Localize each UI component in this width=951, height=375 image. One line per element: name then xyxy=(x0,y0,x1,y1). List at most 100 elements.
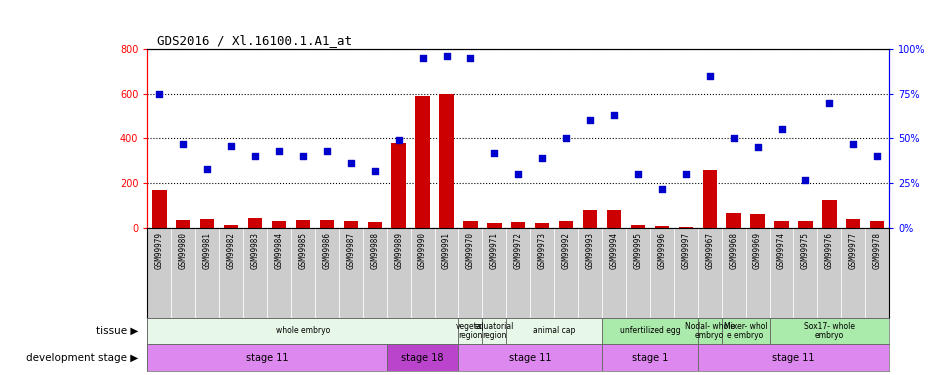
Text: GSM99997: GSM99997 xyxy=(681,232,690,269)
Bar xyxy=(674,228,698,318)
Point xyxy=(511,171,526,177)
Text: stage 11: stage 11 xyxy=(245,353,288,363)
Text: GSM99986: GSM99986 xyxy=(322,232,331,269)
Text: GSM99983: GSM99983 xyxy=(250,232,260,269)
Text: GSM99993: GSM99993 xyxy=(586,232,594,269)
Text: GSM99991: GSM99991 xyxy=(442,232,451,269)
Text: GSM99981: GSM99981 xyxy=(203,232,212,269)
Text: stage 18: stage 18 xyxy=(401,353,444,363)
Bar xyxy=(703,170,717,228)
Text: GSM99978: GSM99978 xyxy=(873,232,882,269)
Text: development stage ▶: development stage ▶ xyxy=(26,353,138,363)
Point xyxy=(247,153,262,159)
Text: GSM99968: GSM99968 xyxy=(729,232,738,269)
Text: Mixer- whol
e embryo: Mixer- whol e embryo xyxy=(724,322,767,340)
Bar xyxy=(482,228,506,318)
Bar xyxy=(607,210,621,228)
Bar xyxy=(320,220,334,228)
Bar xyxy=(602,318,698,344)
Text: vegetal
region: vegetal region xyxy=(456,322,485,340)
Point xyxy=(607,112,622,118)
Bar xyxy=(698,228,722,318)
Text: GSM99995: GSM99995 xyxy=(633,232,643,269)
Bar xyxy=(458,318,482,344)
Point xyxy=(271,148,286,154)
Point xyxy=(558,135,573,141)
Point xyxy=(152,90,167,96)
Bar xyxy=(559,221,573,228)
Bar xyxy=(243,228,267,318)
Bar xyxy=(626,228,650,318)
Bar xyxy=(439,93,454,228)
Bar xyxy=(315,228,339,318)
Point xyxy=(678,171,693,177)
Point xyxy=(631,171,646,177)
Text: stage 1: stage 1 xyxy=(631,353,669,363)
Bar xyxy=(727,213,741,228)
Text: GSM99976: GSM99976 xyxy=(825,232,834,269)
Bar xyxy=(511,222,526,228)
Text: whole embryo: whole embryo xyxy=(276,326,330,335)
Text: GSM99979: GSM99979 xyxy=(155,232,164,269)
Bar xyxy=(774,221,788,228)
Bar xyxy=(411,228,435,318)
Bar xyxy=(793,228,818,318)
Text: GSM99972: GSM99972 xyxy=(514,232,523,269)
Bar xyxy=(339,228,362,318)
Bar xyxy=(650,228,674,318)
Bar xyxy=(296,220,310,228)
Bar xyxy=(291,228,315,318)
Point xyxy=(845,141,861,147)
Point xyxy=(415,55,430,61)
Point xyxy=(582,117,597,123)
Text: stage 11: stage 11 xyxy=(509,353,552,363)
Text: GSM99988: GSM99988 xyxy=(370,232,379,269)
Point xyxy=(726,135,741,141)
Text: GSM99984: GSM99984 xyxy=(275,232,283,269)
Bar xyxy=(506,318,602,344)
Bar xyxy=(798,221,812,228)
Text: equatorial
region: equatorial region xyxy=(475,322,514,340)
Text: GSM99994: GSM99994 xyxy=(610,232,618,269)
Bar xyxy=(583,210,597,228)
Point xyxy=(750,144,766,150)
Bar xyxy=(362,228,387,318)
Text: GSM99975: GSM99975 xyxy=(801,232,810,269)
Text: GDS2016 / Xl.16100.1.A1_at: GDS2016 / Xl.16100.1.A1_at xyxy=(157,34,352,47)
Text: animal cap: animal cap xyxy=(533,326,575,335)
Point xyxy=(176,141,191,147)
Text: GSM99985: GSM99985 xyxy=(299,232,307,269)
Text: Nodal- whole
embryо: Nodal- whole embryо xyxy=(685,322,735,340)
Text: GSM99967: GSM99967 xyxy=(706,232,714,269)
Point xyxy=(654,186,670,192)
Text: GSM99971: GSM99971 xyxy=(490,232,499,269)
Point xyxy=(487,150,502,156)
Text: tissue ▶: tissue ▶ xyxy=(95,326,138,336)
Text: GSM99992: GSM99992 xyxy=(562,232,571,269)
Point xyxy=(439,53,455,59)
Bar xyxy=(818,228,842,318)
Text: GSM99982: GSM99982 xyxy=(226,232,236,269)
Point xyxy=(296,153,311,159)
Bar xyxy=(387,344,458,371)
Bar xyxy=(200,219,214,228)
Bar xyxy=(531,228,554,318)
Text: GSM99977: GSM99977 xyxy=(849,232,858,269)
Bar xyxy=(823,200,837,228)
Text: stage 11: stage 11 xyxy=(772,353,815,363)
Bar xyxy=(392,143,406,228)
Bar xyxy=(722,228,746,318)
Bar xyxy=(865,228,889,318)
Bar xyxy=(631,225,645,228)
Bar xyxy=(176,220,190,228)
Point xyxy=(223,142,239,148)
Bar xyxy=(679,227,693,228)
Point xyxy=(534,155,550,161)
Bar xyxy=(554,228,578,318)
Bar xyxy=(272,221,286,228)
Text: GSM99970: GSM99970 xyxy=(466,232,475,269)
Bar xyxy=(416,96,430,228)
Bar xyxy=(769,318,889,344)
Bar xyxy=(224,225,239,228)
Text: GSM99990: GSM99990 xyxy=(418,232,427,269)
